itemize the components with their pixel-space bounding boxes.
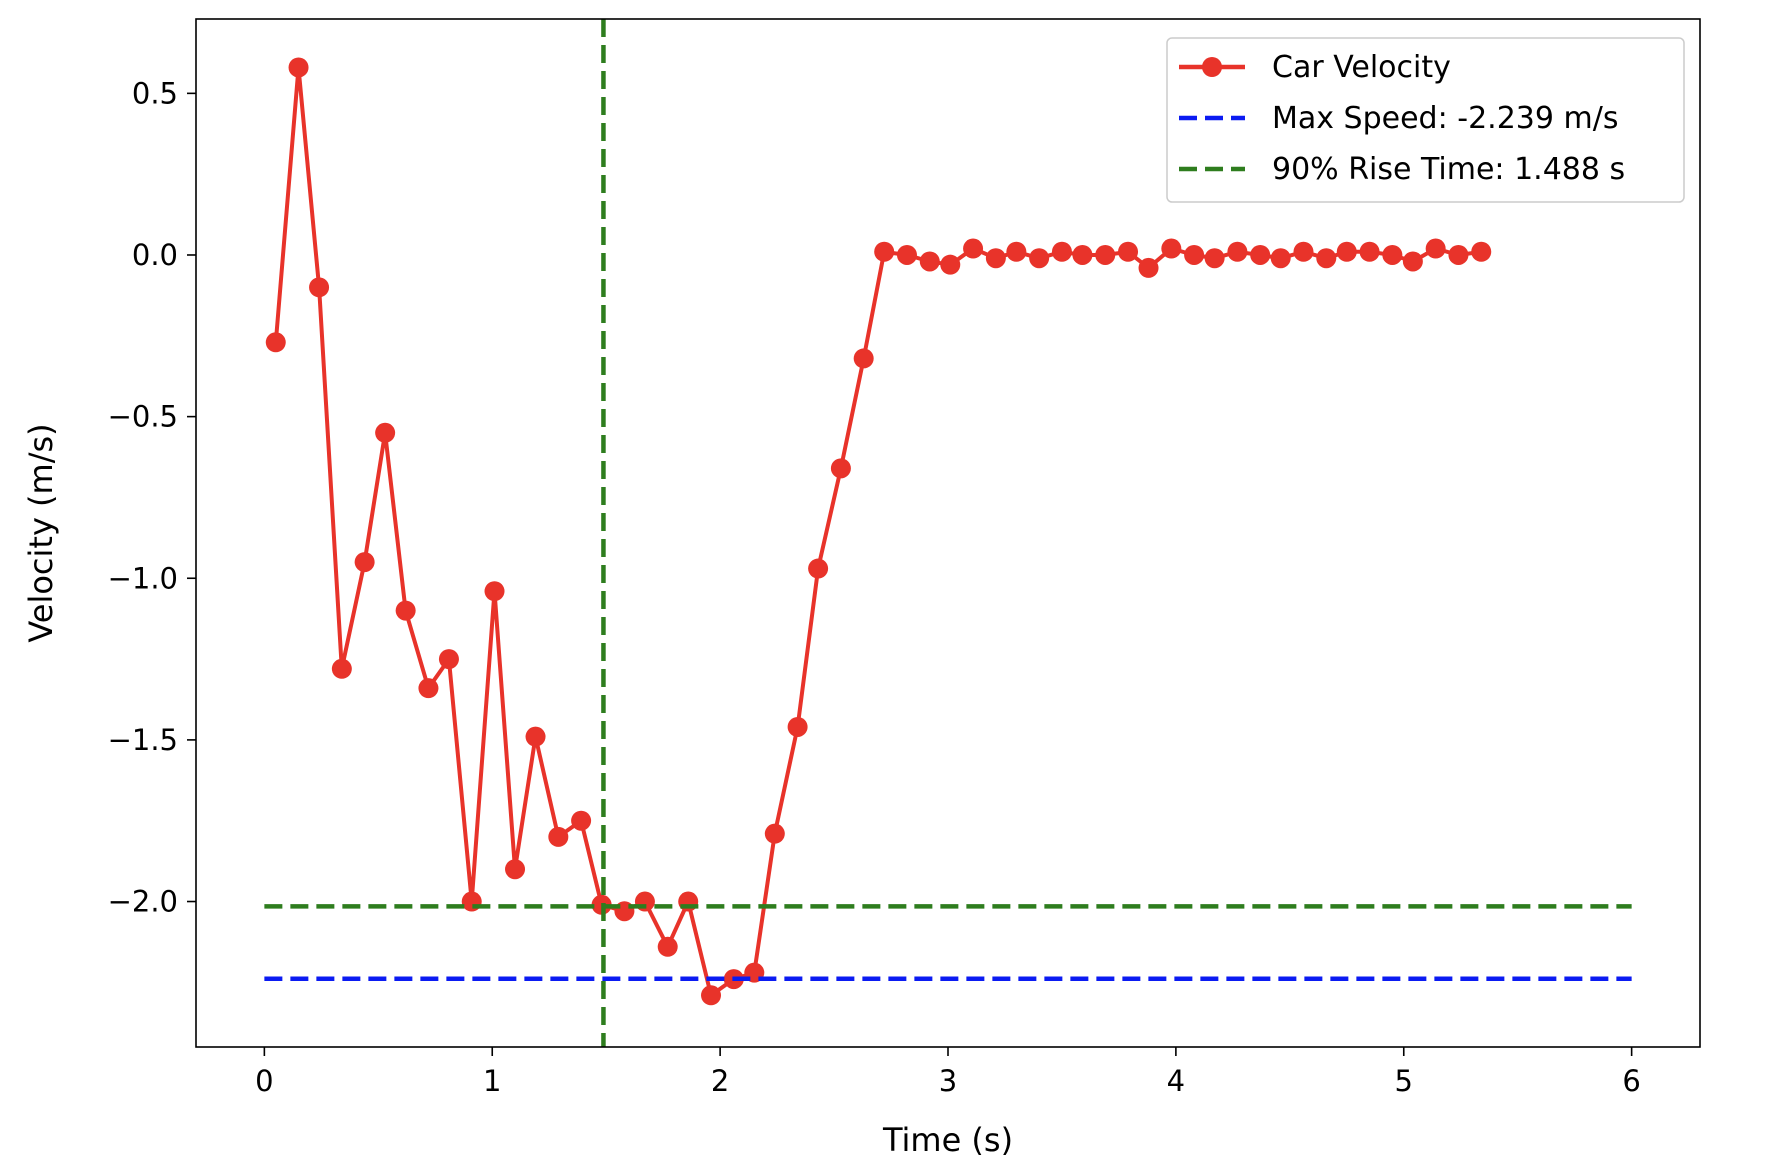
y-tick-label: 0.5: [132, 76, 178, 110]
data-point: [265, 332, 286, 353]
data-point: [1006, 241, 1027, 262]
data-point: [1184, 244, 1205, 265]
data-point: [1051, 241, 1072, 262]
data-point: [484, 581, 505, 602]
legend-label: 90% Rise Time: 1.488 s: [1272, 152, 1625, 187]
data-point: [1095, 244, 1116, 265]
data-point: [1293, 241, 1314, 262]
data-point: [1382, 244, 1403, 265]
y-tick-label: 0.0: [132, 238, 178, 272]
data-point: [787, 716, 808, 737]
data-point: [701, 985, 722, 1006]
x-tick-label: 2: [711, 1064, 729, 1098]
data-point: [1448, 244, 1469, 265]
data-point: [1359, 241, 1380, 262]
y-tick-label: −1.0: [108, 561, 178, 595]
series-layer: [264, 19, 1632, 1047]
data-point: [1402, 251, 1423, 272]
data-point: [1270, 248, 1291, 269]
data-point: [331, 658, 352, 679]
data-point: [438, 649, 459, 670]
legend-label: Max Speed: -2.239 m/s: [1272, 101, 1618, 136]
legend-marker: [1202, 57, 1222, 77]
data-point: [548, 826, 569, 847]
data-point: [830, 458, 851, 479]
y-tick-label: −2.0: [108, 885, 178, 919]
data-point: [571, 810, 592, 831]
data-point: [1118, 241, 1139, 262]
data-point: [418, 678, 439, 699]
data-point: [1425, 238, 1446, 259]
legend: Car Velocity Max Speed: -2.239 m/s 90% Ris…: [1166, 37, 1685, 203]
data-point: [963, 238, 984, 259]
data-point: [764, 823, 785, 844]
data-point: [896, 244, 917, 265]
axes-layer: 0 1 2 3 4 5 6 0.5 0.0 −0.5 −1.0 −1.5 −2.0: [108, 76, 1641, 1098]
legend-box: [1166, 37, 1685, 203]
data-point: [1250, 244, 1271, 265]
data-point: [288, 57, 309, 78]
data-point: [1072, 244, 1093, 265]
data-point: [1471, 241, 1492, 262]
data-point: [525, 726, 546, 747]
x-axis-label: Time (s): [882, 1121, 1013, 1159]
data-point: [354, 552, 375, 573]
data-point: [919, 251, 940, 272]
data-point: [375, 422, 396, 443]
data-point: [1316, 248, 1337, 269]
x-tick-label: 3: [939, 1064, 957, 1098]
data-point: [1138, 257, 1159, 278]
x-tick-label: 4: [1167, 1064, 1185, 1098]
data-point: [1336, 241, 1357, 262]
data-point: [395, 600, 416, 621]
data-point: [1227, 241, 1248, 262]
data-point: [808, 558, 829, 579]
data-point: [1204, 248, 1225, 269]
data-point: [309, 277, 330, 298]
x-tick-label: 0: [255, 1064, 273, 1098]
x-tick-label: 5: [1395, 1064, 1413, 1098]
data-point: [940, 254, 961, 275]
data-point: [1161, 238, 1182, 259]
data-point: [853, 348, 874, 369]
x-tick-label: 1: [483, 1064, 501, 1098]
data-point: [1029, 248, 1050, 269]
y-tick-label: −1.5: [108, 723, 178, 757]
data-point: [657, 936, 678, 957]
y-tick-label: −0.5: [108, 400, 178, 434]
data-point: [505, 859, 526, 880]
legend-label: Car Velocity: [1272, 50, 1451, 85]
data-point: [985, 248, 1006, 269]
y-axis-label: Velocity (m/s): [22, 423, 60, 642]
data-point: [874, 241, 895, 262]
x-tick-label: 6: [1622, 1064, 1640, 1098]
